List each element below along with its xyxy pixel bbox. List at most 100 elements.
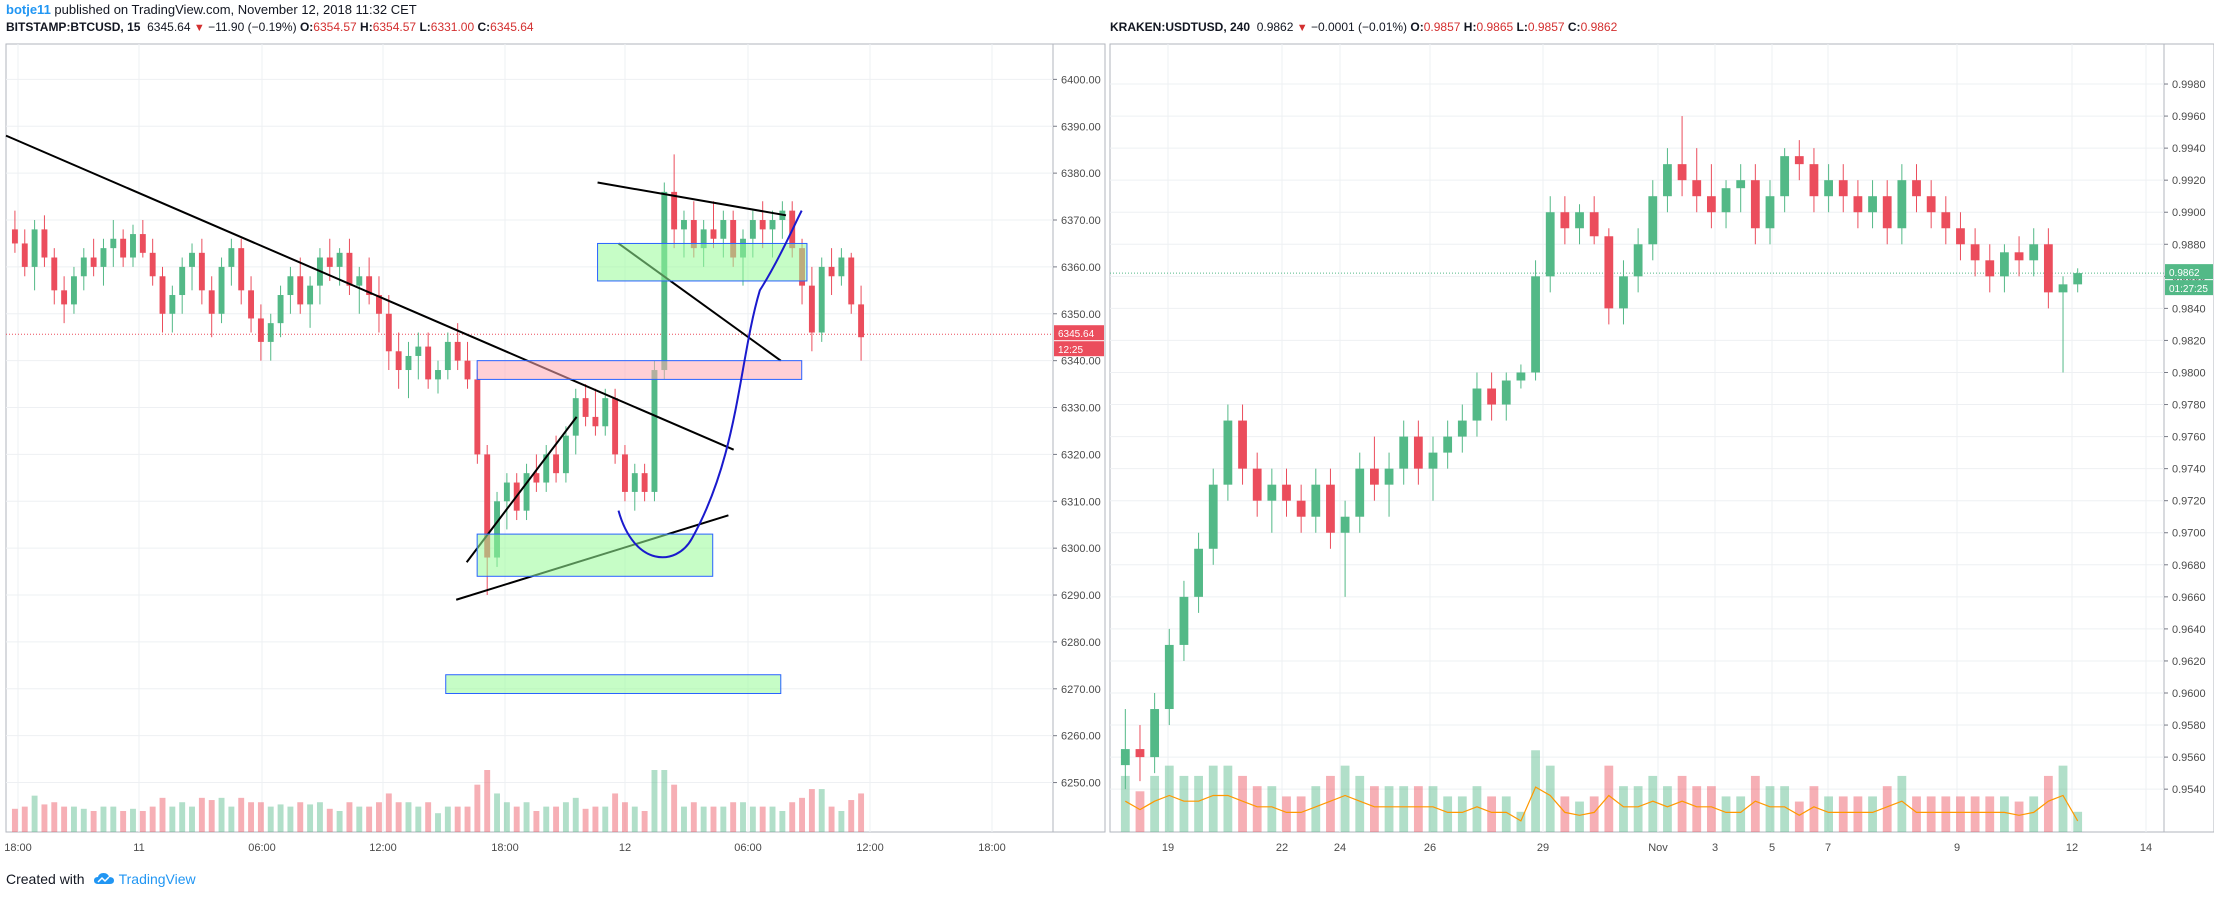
right-volume-bar — [1750, 775, 1760, 832]
left-plot-frame — [5, 43, 1054, 833]
left-candle-body — [80, 257, 87, 277]
left-price-axis[interactable] — [1052, 43, 1106, 833]
right-open-value: 0.9857 — [1423, 20, 1461, 34]
right-candle-body — [1721, 188, 1731, 213]
chart-canvas[interactable]: 6400.00 6390.00 6380.00 6370.00 6360.00 6350.… — [0, 0, 2214, 860]
right-candle-body — [1501, 380, 1511, 405]
right-volume-bar — [1531, 750, 1540, 832]
right-volume-bar — [1135, 791, 1145, 832]
left-candle-body — [838, 257, 845, 277]
left-candle-body — [582, 398, 589, 417]
right-volume-bar — [1941, 796, 1951, 832]
right-volume-bar — [1223, 765, 1233, 832]
right-volume-bar — [1311, 786, 1321, 832]
left-volume-bar — [592, 806, 599, 832]
left-volume-bar — [120, 811, 127, 832]
left-candle-body — [277, 295, 284, 324]
right-candle-body — [1882, 196, 1892, 229]
right-candle-body — [1970, 244, 1980, 261]
right-candle-body — [1794, 156, 1804, 165]
right-candle-body — [2058, 284, 2068, 293]
left-volume-bar — [828, 806, 835, 832]
right-volume-bar — [1516, 811, 1526, 832]
right-candle-body — [1912, 180, 1921, 197]
left-volume-bar — [139, 811, 146, 832]
left-candle-body — [179, 266, 186, 296]
left-volume-bar — [808, 789, 815, 832]
left-time-tick-label: 18:00 — [978, 842, 1006, 854]
right-time-tick-label: 5 — [1769, 842, 1775, 854]
left-volume-bar — [602, 806, 609, 832]
left-volume-bar — [553, 806, 560, 832]
right-volume-bar — [1897, 775, 1907, 832]
right-candle-body — [1296, 500, 1306, 517]
left-volume-bar — [248, 802, 255, 832]
right-time-tick-label: 7 — [1825, 842, 1831, 854]
left-change: −11.90 (−0.19%) — [208, 20, 297, 34]
right-candle-body — [1150, 709, 1160, 758]
right-volume-bar — [1882, 786, 1892, 832]
left-candle-body — [208, 290, 215, 314]
left-candle-body — [376, 295, 382, 314]
left-volume-bar — [307, 804, 314, 832]
right-time-tick-label: Nov — [1648, 842, 1668, 854]
right-volume-bar — [2014, 801, 2024, 832]
right-volume-bar — [1926, 796, 1936, 832]
right-volume-bar — [1501, 796, 1511, 832]
right-price-axis[interactable] — [2163, 43, 2214, 833]
right-volume-bar — [1765, 786, 1775, 832]
left-volume-bar — [543, 806, 550, 832]
right-candle-body — [1926, 196, 1936, 213]
right-volume-bar — [1663, 786, 1672, 832]
tradingview-brand[interactable]: TradingView — [93, 871, 196, 887]
right-price-badge-label: 0.9862 — [2169, 268, 2200, 279]
right-candle-body — [1633, 244, 1643, 277]
left-green-zone — [597, 242, 808, 282]
left-volume-bar — [149, 806, 156, 832]
left-volume-bar — [621, 802, 628, 832]
right-candle-body — [1428, 452, 1438, 469]
right-volume-bar — [1208, 765, 1218, 832]
left-candle-body — [139, 234, 146, 253]
right-volume-bar — [1677, 775, 1687, 832]
left-candle-body — [720, 220, 727, 239]
right-volume-bar — [1648, 775, 1658, 832]
right-volume-bar — [2073, 811, 2083, 832]
left-volume-bar — [503, 802, 510, 832]
left-high-label: H: — [360, 20, 373, 34]
left-candle-body — [848, 257, 855, 305]
right-candle-body — [1399, 436, 1409, 469]
right-close-label: C: — [1567, 20, 1581, 34]
right-candle-body — [2073, 273, 2083, 285]
right-price-tick-label: 0.9900 — [2172, 207, 2206, 219]
left-volume-bar — [799, 797, 805, 832]
left-price-tick-label: 6400.00 — [1061, 74, 1101, 86]
right-volume-bar — [1794, 801, 1804, 832]
right-candle-body — [1252, 468, 1262, 501]
left-volume-bar — [641, 811, 648, 832]
right-volume-ma-line — [1125, 786, 2079, 822]
left-candle-body — [346, 252, 353, 286]
right-candle-body — [1692, 180, 1702, 197]
right-volume-bar — [1619, 786, 1628, 832]
left-candle-body — [621, 454, 628, 492]
author-link[interactable]: botje11 — [6, 2, 51, 17]
right-high-label: H: — [1463, 20, 1477, 34]
left-time-tick-label: 11 — [133, 842, 144, 854]
left-volume-bar — [444, 806, 451, 832]
right-candle-body — [1413, 436, 1423, 469]
right-last-price: 0.9862 — [1256, 20, 1294, 34]
right-volume-bar — [1355, 775, 1365, 832]
right-price-tick-label: 0.9780 — [2172, 400, 2206, 412]
right-volume-bar — [1780, 786, 1790, 832]
right-candle-body — [1897, 180, 1907, 229]
left-candle-body — [425, 346, 432, 380]
right-candle-body — [1120, 749, 1130, 766]
left-price-badge-label: 6345.64 — [1058, 329, 1095, 340]
created-with-label: Created with — [6, 871, 85, 887]
left-candle-body — [484, 454, 491, 558]
left-price-tick-label: 6290.00 — [1061, 590, 1101, 602]
right-time-tick-label: 9 — [1954, 842, 1960, 854]
left-volume-bar — [710, 806, 717, 832]
left-candle-body — [503, 482, 510, 502]
